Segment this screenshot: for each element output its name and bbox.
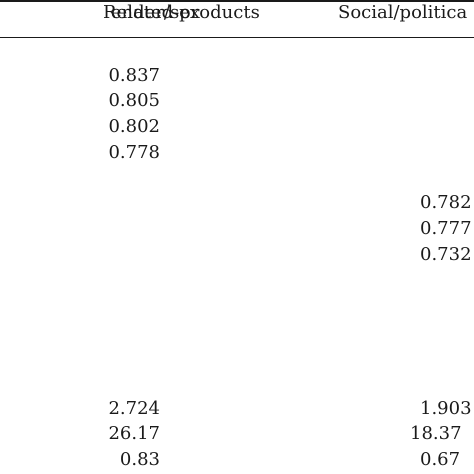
loading-related-products-3: 0.802 — [108, 116, 160, 137]
summary-social-political-3: 0.67 — [420, 449, 461, 470]
summary-related-products-3: 0.83 — [119, 449, 160, 470]
loading-related-products-2: 0.805 — [108, 90, 160, 111]
top-rule — [0, 0, 474, 2]
summary-social-political-1: 1.903 — [420, 398, 472, 419]
loading-social-political-3: 0.732 — [420, 244, 472, 265]
header-related-products: Related-products — [103, 2, 260, 23]
header-social-political: Social/politica — [338, 2, 468, 23]
summary-related-products-1: 2.724 — [108, 398, 160, 419]
loading-social-political-1: 0.782 — [420, 192, 472, 213]
loading-related-products-1: 0.837 — [108, 65, 160, 86]
header-rule — [0, 37, 474, 38]
header-gender-sex: ender/sex — [110, 2, 200, 23]
summary-social-political-2: 18.37 — [410, 423, 462, 444]
loading-related-products-4: 0.778 — [108, 142, 160, 163]
loading-social-political-2: 0.777 — [420, 218, 472, 239]
summary-related-products-2: 26.17 — [108, 423, 160, 444]
